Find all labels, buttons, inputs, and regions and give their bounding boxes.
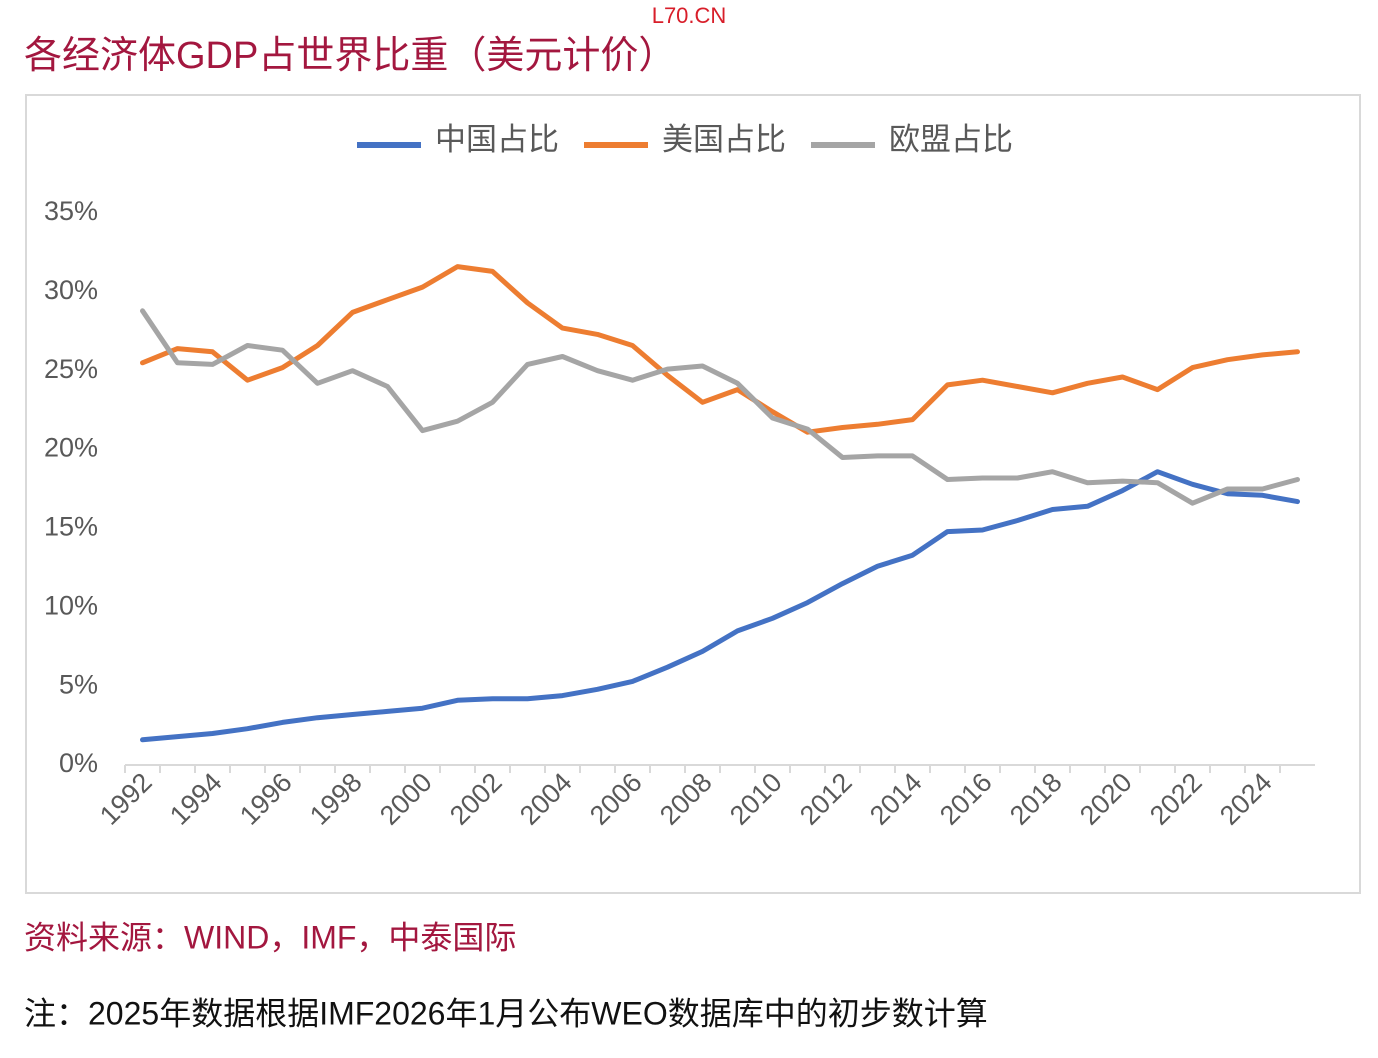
chart-title: 各经济体GDP占世界比重（美元计价） (24, 35, 676, 77)
legend-label: 中国占比 (435, 122, 559, 157)
y-tick-label: 0% (59, 748, 98, 778)
y-tick-label: 25% (44, 354, 98, 384)
y-tick-label: 15% (44, 512, 98, 542)
y-tick-label: 30% (44, 275, 98, 305)
series-line (140, 264, 1300, 435)
y-tick-label: 20% (44, 433, 98, 463)
legend-label: 欧盟占比 (889, 122, 1013, 157)
legend-label: 美国占比 (662, 122, 786, 157)
series-line (140, 308, 1300, 506)
source: 资料来源：WIND，IMF，中泰国际 (24, 919, 516, 955)
y-tick-label: 35% (44, 196, 98, 226)
series-line (140, 469, 1300, 743)
note: 注：2025年数据根据IMF2026年1月公布WEO数据库中的初步数计算 (24, 995, 988, 1031)
y-tick-label: 10% (44, 590, 98, 620)
watermark: L70.CN (652, 3, 727, 28)
chart-frame (25, 94, 1361, 894)
y-tick-label: 5% (59, 669, 98, 699)
